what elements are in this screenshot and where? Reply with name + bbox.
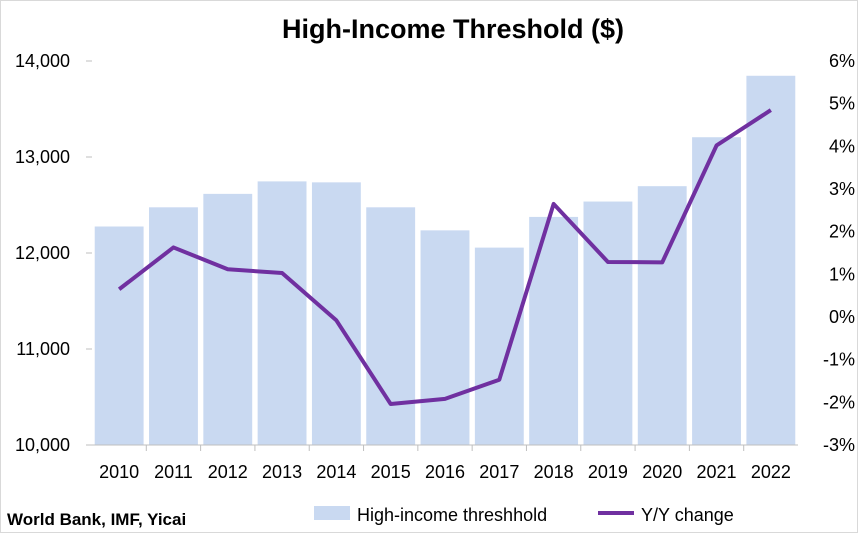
right-axis-labels: -3% -2% -1% 0% 1% 2% 3% 4% 5% 6% — [823, 51, 855, 455]
bar-2014 — [311, 182, 361, 445]
x-tick-label: 2020 — [642, 462, 682, 482]
legend-label-bar: High-income threshhold — [357, 505, 547, 525]
bar-2018 — [529, 216, 579, 445]
x-tick-label: 2021 — [697, 462, 737, 482]
bar-2015 — [366, 207, 416, 445]
x-tick-label: 2012 — [208, 462, 248, 482]
right-tick-label: 3% — [829, 179, 855, 199]
legend-bar-swatch — [314, 506, 350, 520]
legend: High-income threshhold Y/Y change — [314, 505, 734, 525]
x-tick-label: 2013 — [262, 462, 302, 482]
x-tick-label: 2010 — [99, 462, 139, 482]
x-tick-label: 2019 — [588, 462, 628, 482]
right-tick-label: 1% — [829, 264, 855, 284]
right-tick-label: 0% — [829, 307, 855, 327]
right-tick-label: 2% — [829, 222, 855, 242]
chart-title: High-Income Threshold ($) — [282, 14, 624, 44]
right-tick-label: -1% — [823, 350, 855, 370]
left-tick-label: 10,000 — [15, 435, 70, 455]
x-tick-label: 2017 — [479, 462, 519, 482]
right-tick-label: 4% — [829, 136, 855, 156]
bar-2012 — [203, 193, 253, 445]
bar-2013 — [257, 181, 307, 445]
x-tick-label: 2018 — [534, 462, 574, 482]
x-tick-label: 2014 — [316, 462, 356, 482]
x-axis-labels: 2010 2011 2012 2013 2014 2015 2016 2017 2018 2019… — [99, 445, 791, 482]
right-tick-label: 5% — [829, 94, 855, 114]
right-tick-label: -2% — [823, 392, 855, 412]
bar-2019 — [583, 201, 633, 445]
x-tick-label: 2022 — [751, 462, 791, 482]
bar-2022 — [746, 75, 796, 445]
left-axis-labels: 10,000 11,000 12,000 13,000 14,000 — [15, 51, 92, 455]
bar-2010 — [94, 226, 144, 445]
x-tick-label: 2011 — [154, 462, 193, 482]
legend-label-line: Y/Y change — [641, 505, 734, 525]
bar-2017 — [474, 247, 524, 445]
right-tick-label: -3% — [823, 435, 855, 455]
source-note: World Bank, IMF, Yicai — [7, 510, 186, 529]
left-tick-label: 13,000 — [15, 147, 70, 167]
bar-2016 — [420, 230, 470, 445]
left-tick-label: 14,000 — [15, 51, 70, 71]
left-tick-label: 12,000 — [15, 243, 70, 263]
bar-2011 — [149, 207, 198, 445]
bar-2021 — [692, 137, 741, 445]
x-tick-label: 2015 — [371, 462, 411, 482]
x-tick-label: 2016 — [425, 462, 465, 482]
plot-area — [92, 75, 798, 446]
right-tick-label: 6% — [829, 51, 855, 71]
left-tick-label: 11,000 — [16, 339, 70, 359]
